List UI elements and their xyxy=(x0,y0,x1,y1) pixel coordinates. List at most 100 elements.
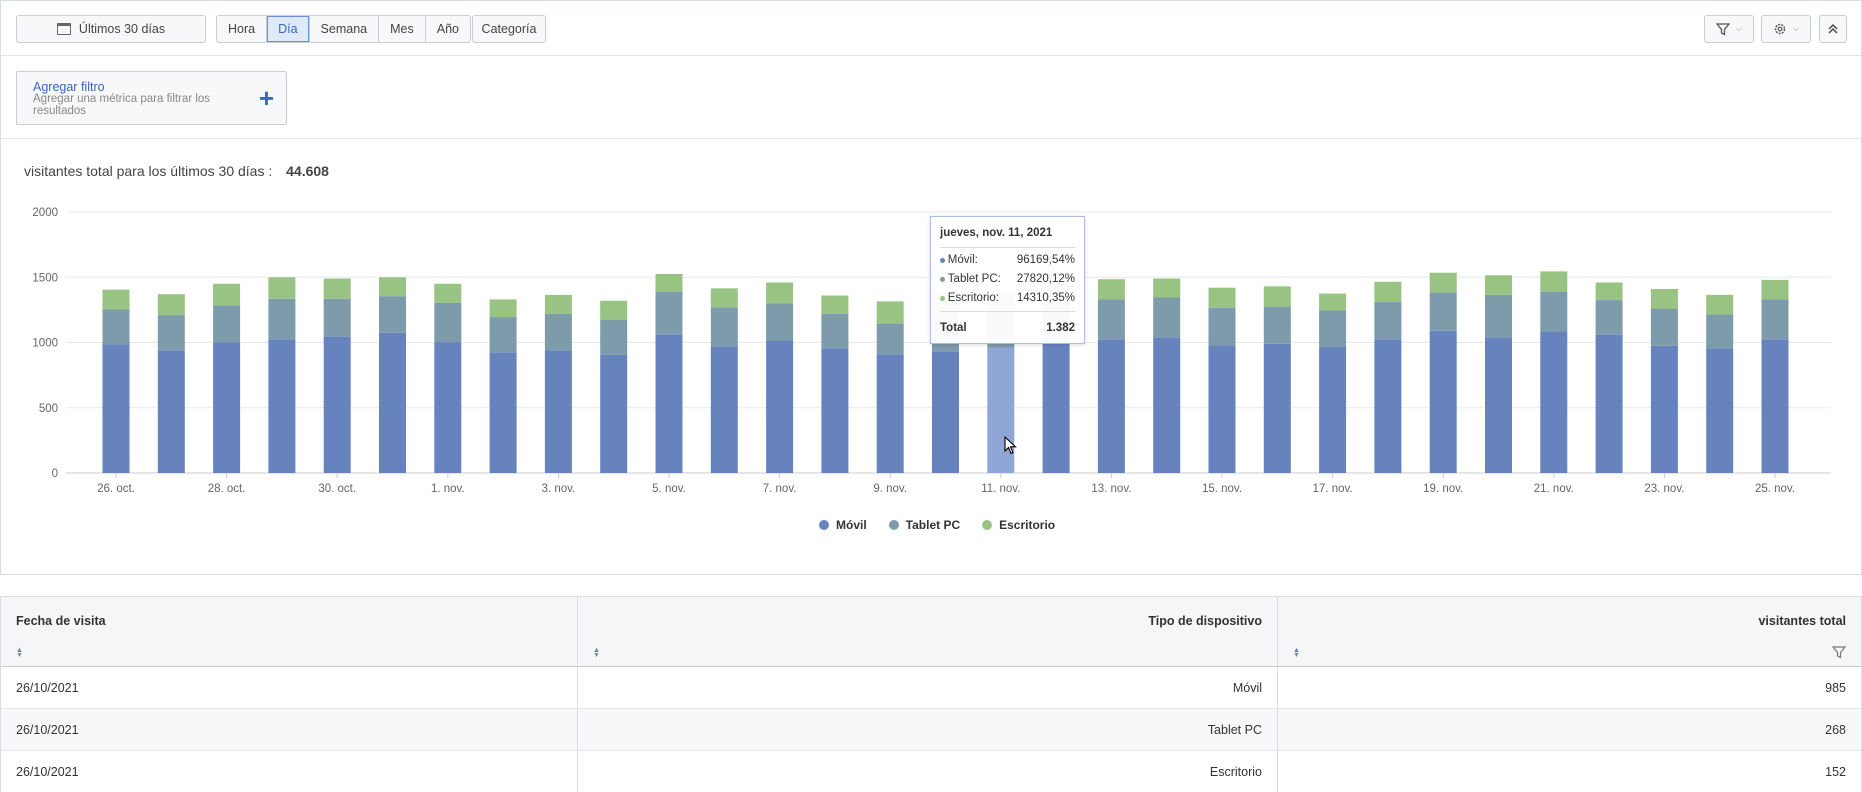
bar-segment[interactable] xyxy=(766,282,794,304)
table-row[interactable]: 26/10/2021 Escritorio 152 xyxy=(1,751,1861,792)
add-filter-button[interactable]: Agregar filtro Agregar una métrica para … xyxy=(16,71,287,125)
bar-segment[interactable] xyxy=(600,300,628,320)
category-button[interactable]: Categoría xyxy=(472,15,546,43)
bar-segment[interactable] xyxy=(655,273,683,292)
bar-segment[interactable] xyxy=(379,296,406,333)
granularity-semana[interactable]: Semana xyxy=(310,16,380,42)
legend-item-tablet[interactable]: Tablet PC xyxy=(888,518,960,532)
bar-segment[interactable] xyxy=(1761,339,1789,473)
bar-segment[interactable] xyxy=(1540,271,1568,292)
bar-segment[interactable] xyxy=(655,334,683,473)
bar-segment[interactable] xyxy=(1319,293,1347,311)
column-header-fecha[interactable]: Fecha de visita xyxy=(1,597,578,639)
bar-segment[interactable] xyxy=(821,313,849,349)
bar-segment[interactable] xyxy=(821,348,849,473)
bar-segment[interactable] xyxy=(489,299,517,318)
bar-segment[interactable] xyxy=(710,307,738,347)
bar-segment[interactable] xyxy=(102,309,130,345)
bar-segment[interactable] xyxy=(876,323,904,355)
bar-segment[interactable] xyxy=(1485,275,1512,295)
column-filter-icon[interactable] xyxy=(1832,646,1846,659)
bar-segment[interactable] xyxy=(1208,345,1236,473)
bar-segment[interactable] xyxy=(655,291,683,335)
bar-segment[interactable] xyxy=(1263,286,1291,307)
date-range-button[interactable]: Últimos 30 días xyxy=(16,15,206,43)
bar-segment[interactable] xyxy=(1706,314,1734,349)
bar-segment[interactable] xyxy=(323,278,351,299)
bar-segment[interactable] xyxy=(1374,302,1402,340)
bar-segment[interactable] xyxy=(268,277,296,299)
bar-segment[interactable] xyxy=(544,294,572,314)
bar-segment[interactable] xyxy=(1263,306,1291,344)
bar-segment[interactable] xyxy=(379,277,406,297)
bar-segment[interactable] xyxy=(102,289,130,310)
bar-segment[interactable] xyxy=(766,340,794,473)
legend-item-movil[interactable]: Móvil xyxy=(819,518,867,532)
bar-segment[interactable] xyxy=(1706,294,1734,315)
bar-segment[interactable] xyxy=(1595,334,1623,473)
bar-segment[interactable] xyxy=(876,354,904,473)
bar-segment[interactable] xyxy=(1374,339,1402,473)
bar-segment[interactable] xyxy=(268,298,296,340)
bar-segment[interactable] xyxy=(1485,294,1512,338)
bar-segment[interactable] xyxy=(710,346,738,473)
bar-segment[interactable] xyxy=(932,351,959,473)
bar-segment[interactable] xyxy=(1153,278,1181,298)
bar-segment[interactable] xyxy=(1595,300,1623,335)
bar-segment[interactable] xyxy=(600,319,628,355)
table-row[interactable]: 26/10/2021 Móvil 985 xyxy=(1,667,1861,709)
bar-segment[interactable] xyxy=(157,294,185,316)
bar-segment[interactable] xyxy=(876,301,904,324)
sort-icon[interactable]: ▲ ▼ xyxy=(1293,646,1300,659)
column-header-tipo[interactable]: Tipo de dispositivo xyxy=(578,597,1278,639)
bar-segment[interactable] xyxy=(1042,342,1070,474)
bar-segment[interactable] xyxy=(102,344,130,473)
settings-menu-button[interactable]: ⌵ xyxy=(1761,15,1811,43)
granularity-mes[interactable]: Mes xyxy=(379,16,426,42)
bar-segment[interactable] xyxy=(379,332,406,473)
bar-segment[interactable] xyxy=(213,342,241,474)
bar-segment[interactable] xyxy=(544,313,572,351)
bar-segment[interactable] xyxy=(766,303,794,341)
filter-menu-button[interactable]: ⌵ xyxy=(1704,15,1754,43)
bar-segment[interactable] xyxy=(1153,337,1181,473)
bar-segment[interactable] xyxy=(1319,310,1347,348)
bar-segment[interactable] xyxy=(1208,287,1236,308)
column-header-visitantes[interactable]: visitantes total xyxy=(1758,614,1846,628)
bar-segment[interactable] xyxy=(1097,279,1125,300)
granularity-hora[interactable]: Hora xyxy=(217,16,268,42)
bar-segment[interactable] xyxy=(1650,345,1678,473)
bar-segment[interactable] xyxy=(1153,297,1181,338)
bar-segment[interactable] xyxy=(489,352,517,473)
sort-icon[interactable]: ▲ ▼ xyxy=(593,646,600,659)
bar-segment[interactable] xyxy=(710,288,738,308)
bar-segment[interactable] xyxy=(1097,339,1125,473)
bar-segment[interactable] xyxy=(544,350,572,473)
bar-segment[interactable] xyxy=(1540,291,1568,332)
bar-segment[interactable] xyxy=(1761,279,1789,300)
bar-segment[interactable] xyxy=(213,305,241,343)
bar-segment[interactable] xyxy=(1485,337,1512,473)
bar-segment[interactable] xyxy=(323,298,351,337)
bar-segment[interactable] xyxy=(434,283,462,303)
granularity-dia[interactable]: Día xyxy=(267,16,310,42)
bar-segment[interactable] xyxy=(1374,281,1402,303)
bar-segment[interactable] xyxy=(1706,348,1734,473)
bar-segment[interactable] xyxy=(1595,282,1623,301)
bar-segment[interactable] xyxy=(1208,307,1236,346)
granularity-ano[interactable]: Año xyxy=(436,22,459,36)
bar-segment[interactable] xyxy=(821,295,849,314)
bar-segment[interactable] xyxy=(1429,292,1457,331)
bar-segment[interactable] xyxy=(1540,331,1568,473)
bar-segment[interactable] xyxy=(1263,343,1291,473)
bar-segment[interactable] xyxy=(434,342,462,474)
bar-segment[interactable] xyxy=(600,354,628,473)
bar-segment[interactable] xyxy=(489,317,517,353)
bar-segment[interactable] xyxy=(1650,308,1678,346)
bar-segment[interactable] xyxy=(1319,347,1347,473)
sort-icon[interactable]: ▲ ▼ xyxy=(16,646,23,659)
table-row[interactable]: 26/10/2021 Tablet PC 268 xyxy=(1,709,1861,751)
bar-segment[interactable] xyxy=(1429,272,1457,293)
legend-item-escritorio[interactable]: Escritorio xyxy=(982,518,1055,532)
collapse-button[interactable] xyxy=(1819,15,1847,43)
